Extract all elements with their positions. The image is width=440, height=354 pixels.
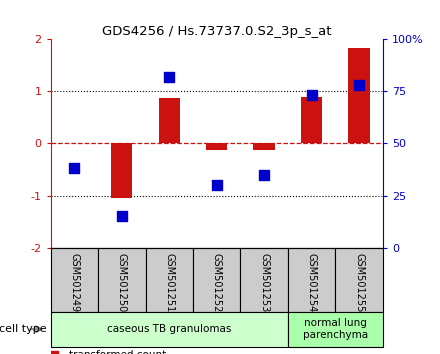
Bar (301, 97, 322, 143)
Point (356, 82, 363, 88)
Point (308, 92, 315, 98)
Bar (146, 248, 193, 312)
Bar (206, 143, 227, 150)
Text: GSM501252: GSM501252 (212, 253, 222, 312)
Title: GDS4256 / Hs.73737.0.S2_3p_s_at: GDS4256 / Hs.73737.0.S2_3p_s_at (102, 25, 331, 38)
Text: GSM501255: GSM501255 (354, 253, 364, 312)
Bar (288, 248, 335, 312)
Point (118, 213, 125, 219)
Text: normal lung
parenchyma: normal lung parenchyma (303, 318, 368, 340)
Text: GSM501253: GSM501253 (259, 253, 269, 312)
Text: GSM501251: GSM501251 (164, 253, 174, 312)
Point (166, 74, 173, 79)
Text: transformed count: transformed count (69, 350, 166, 354)
Bar (288, 312, 383, 347)
Text: GSM501250: GSM501250 (117, 253, 127, 312)
Text: cell type: cell type (0, 324, 46, 334)
Text: caseous TB granulomas: caseous TB granulomas (107, 324, 231, 334)
Bar (348, 48, 370, 143)
Bar (253, 143, 275, 150)
Text: GSM501249: GSM501249 (70, 253, 79, 312)
Point (243, 269, 250, 274)
Bar (51, 312, 288, 347)
Point (243, 56, 250, 62)
Point (71, 166, 78, 171)
Bar (51, 248, 98, 312)
Bar (111, 143, 132, 198)
Point (260, 172, 268, 177)
Bar (335, 248, 383, 312)
Bar (98, 248, 146, 312)
Text: GSM501254: GSM501254 (307, 253, 317, 312)
Bar (240, 248, 288, 312)
Bar (193, 248, 240, 312)
Bar (158, 98, 180, 143)
Point (213, 182, 220, 188)
